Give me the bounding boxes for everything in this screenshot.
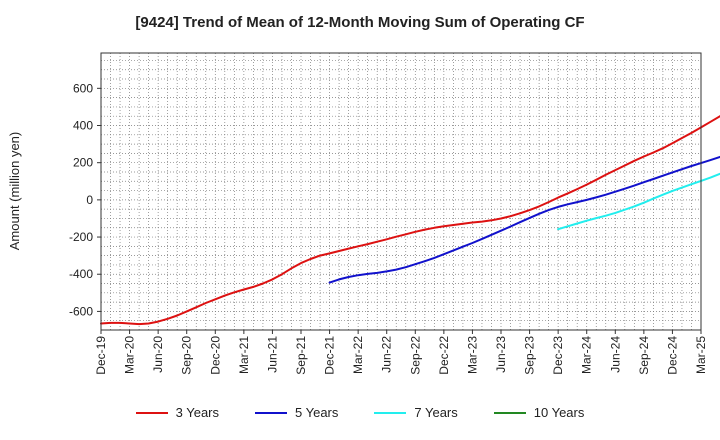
- x-tick-label: Sep-22: [408, 336, 422, 375]
- x-tick-label: Dec-20: [208, 336, 222, 375]
- y-tick-label: 0: [86, 193, 93, 207]
- y-axis-label: Amount (million yen): [7, 132, 22, 251]
- x-tick-label: Mar-21: [237, 336, 251, 374]
- y-tick-label: -400: [69, 267, 93, 281]
- x-tick-label: Dec-24: [665, 336, 679, 375]
- legend-label: 3 Years: [175, 405, 219, 420]
- y-tick-label: -600: [69, 304, 93, 318]
- x-tick-label: Sep-23: [523, 336, 537, 375]
- x-tick-label: Sep-24: [637, 336, 651, 375]
- legend-label: 10 Years: [533, 405, 585, 420]
- y-tick-label: -200: [69, 230, 93, 244]
- y-tick-label: 600: [73, 81, 93, 95]
- series-line-3-years: [100, 115, 720, 326]
- plot-area: [100, 52, 702, 331]
- legend-item: 5 Years: [255, 405, 338, 420]
- legend-swatch: [255, 411, 287, 414]
- x-tick-label: Jun-24: [608, 336, 622, 373]
- chart-title: [9424] Trend of Mean of 12-Month Moving …: [135, 14, 585, 31]
- legend-item: 3 Years: [135, 405, 219, 420]
- x-tick-label: Jun-22: [380, 336, 394, 373]
- x-tick-label: Mar-25: [694, 336, 708, 374]
- y-tick-label: 200: [73, 156, 93, 170]
- x-tick-label: Dec-22: [437, 336, 451, 375]
- x-tick-label: Jun-21: [265, 336, 279, 373]
- legend-item: 7 Years: [374, 405, 458, 420]
- legend-swatch: [135, 411, 168, 414]
- x-tick-label: Mar-20: [123, 336, 137, 374]
- legend-swatch: [374, 411, 407, 414]
- x-tick-label: Jun-20: [151, 336, 165, 373]
- y-tick-label: 400: [73, 119, 93, 133]
- legend-label: 7 Years: [414, 405, 458, 420]
- x-tick-label: Mar-24: [580, 336, 594, 374]
- grid: [101, 53, 701, 330]
- legend-swatch: [493, 411, 526, 414]
- y-axis-ticks: -600 -400 -200 0 200 400 600: [69, 81, 101, 318]
- x-tick-label: Jun-23: [494, 336, 508, 373]
- legend-item: 10 Years: [493, 405, 585, 420]
- x-tick-label: Dec-19: [94, 336, 108, 375]
- legend-label: 5 Years: [295, 405, 339, 420]
- x-tick-label: Dec-23: [551, 336, 565, 375]
- x-tick-label: Mar-22: [351, 336, 365, 374]
- x-tick-label: Sep-20: [180, 336, 194, 375]
- x-axis-ticks: Dec-19 Mar-20 Jun-20 Sep-20 Dec-20 Mar-21 Jun-…: [94, 330, 708, 375]
- series-lines: [100, 115, 720, 326]
- x-tick-label: Sep-21: [294, 336, 308, 375]
- series-line-5-years: [328, 155, 720, 284]
- legend: 3 Years 5 Years 7 Years 10 Years: [0, 405, 720, 420]
- x-tick-label: Mar-23: [465, 336, 479, 374]
- x-tick-label: Dec-21: [323, 336, 337, 375]
